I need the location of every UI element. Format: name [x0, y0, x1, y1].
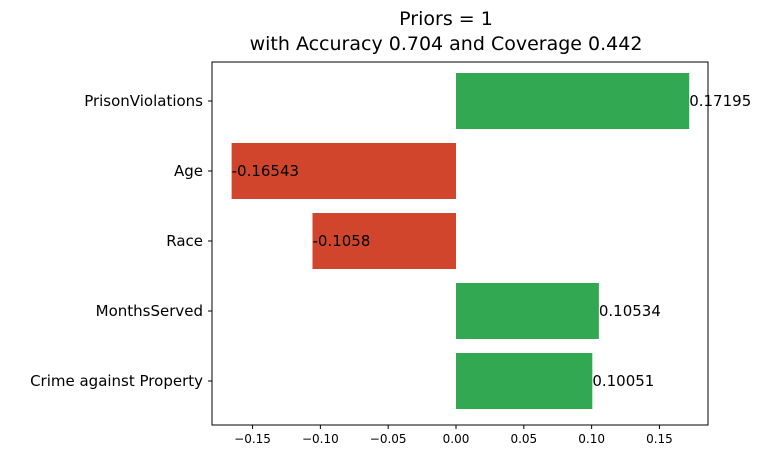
- bar-monthsserved: [455, 283, 599, 339]
- x-tick-label: 0.00: [443, 432, 470, 446]
- y-tick-label: Crime against Property: [30, 372, 203, 390]
- y-tick-label: Race: [166, 232, 203, 250]
- plot-area-frame: [211, 61, 709, 426]
- x-tick-label: 0.15: [646, 432, 673, 446]
- data-label: -0.1058: [313, 232, 371, 250]
- y-tick-label: Age: [174, 162, 203, 180]
- data-label: 0.17195: [689, 92, 751, 110]
- x-tick-label: −0.05: [370, 432, 407, 446]
- data-label: 0.10051: [592, 372, 654, 390]
- chart-title-line-1: Priors = 1: [399, 8, 493, 30]
- chart-title-line-2: with Accuracy 0.704 and Coverage 0.442: [250, 33, 643, 55]
- x-tick-label: −0.10: [302, 432, 339, 446]
- bar-race: [312, 213, 456, 269]
- y-tick-label: MonthsServed: [96, 302, 203, 320]
- bar-prisonviolations: [455, 73, 690, 129]
- x-tick-label: −0.15: [234, 432, 271, 446]
- y-tick-label: PrisonViolations: [84, 92, 203, 110]
- bar-crime-against-property: [455, 353, 593, 409]
- data-label: 0.10534: [599, 302, 661, 320]
- x-tick-label: 0.10: [578, 432, 605, 446]
- bar-age: [231, 143, 456, 199]
- x-tick-label: 0.05: [510, 432, 537, 446]
- data-label: -0.16543: [232, 162, 299, 180]
